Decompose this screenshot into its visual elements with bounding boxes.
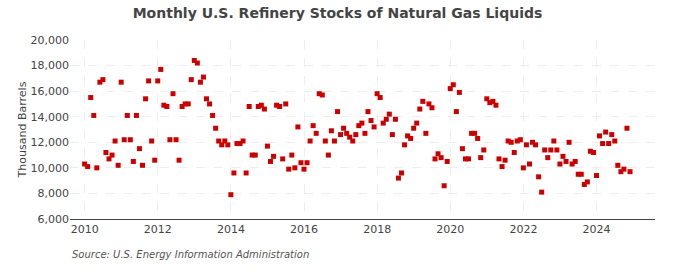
svg-text:8,000: 8,000 [38,187,70,200]
svg-text:2012: 2012 [144,223,172,236]
svg-text:2024: 2024 [583,223,611,236]
svg-text:2020: 2020 [436,223,464,236]
svg-text:2010: 2010 [71,223,99,236]
svg-text:Monthly U.S. Refinery Stocks o: Monthly U.S. Refinery Stocks of Natural … [133,5,543,21]
svg-text:14,000: 14,000 [31,111,70,124]
svg-text:2016: 2016 [290,223,318,236]
svg-text:Source: U.S. Energy Informatio: Source: U.S. Energy Information Administ… [72,249,309,260]
svg-text:18,000: 18,000 [31,59,70,72]
svg-text:16,000: 16,000 [31,85,70,98]
svg-text:2018: 2018 [363,223,391,236]
svg-text:2014: 2014 [217,223,245,236]
svg-text:2022: 2022 [509,223,537,236]
svg-text:Thousand Barrels: Thousand Barrels [16,81,29,178]
svg-text:20,000: 20,000 [31,34,70,47]
svg-text:6,000: 6,000 [38,213,70,226]
svg-text:10,000: 10,000 [31,162,70,175]
svg-text:12,000: 12,000 [31,136,70,149]
